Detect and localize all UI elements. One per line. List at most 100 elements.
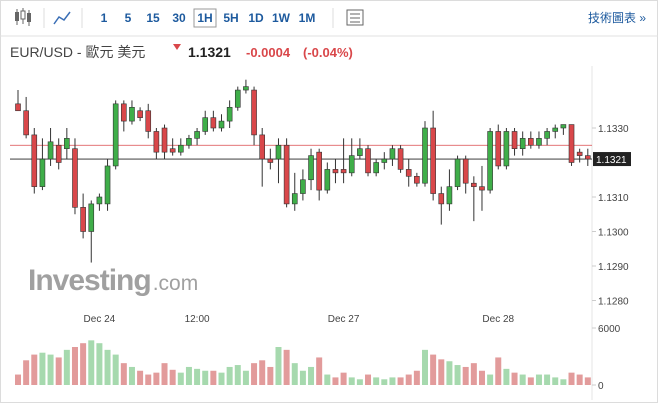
- volume-bar: [177, 372, 184, 385]
- interval-button[interactable]: 5: [125, 11, 132, 25]
- candle-body: [479, 186, 485, 191]
- volume-bar: [365, 374, 372, 385]
- volume-bar: [226, 366, 233, 385]
- candle-body: [121, 103, 127, 122]
- candle-body: [194, 131, 200, 139]
- change: -0.0004: [246, 45, 291, 60]
- candle-body: [308, 155, 314, 181]
- volume-bar: [478, 370, 485, 385]
- interval-button[interactable]: 5H: [223, 11, 238, 25]
- candle-body: [446, 186, 453, 205]
- interval-button[interactable]: 1H: [197, 11, 212, 25]
- indicator-icon[interactable]: [346, 9, 364, 26]
- volume-bar: [397, 377, 404, 385]
- candle-body: [88, 203, 95, 232]
- candle-body: [47, 141, 54, 160]
- volume-bar: [584, 377, 591, 385]
- candle-body: [495, 131, 502, 167]
- y-tick-label: 1.1330: [598, 124, 629, 135]
- volume-bar: [96, 343, 103, 385]
- x-tick-label: Dec 27: [328, 314, 360, 325]
- candle-body: [80, 207, 86, 232]
- volume-bar: [194, 368, 201, 385]
- volume-bar: [519, 374, 526, 385]
- candle-body: [381, 158, 388, 163]
- x-tick-label: Dec 28: [482, 314, 514, 325]
- candle-icon[interactable]: [15, 8, 31, 26]
- x-tick-label: Dec 24: [84, 314, 116, 325]
- candle-body: [405, 169, 412, 177]
- candle-body: [487, 131, 493, 191]
- volume-bar: [560, 379, 567, 385]
- interval-button[interactable]: 1M: [299, 11, 316, 25]
- volume-bar: [544, 374, 551, 385]
- volume-bar: [128, 366, 135, 385]
- volume-bar: [137, 370, 144, 385]
- candle-body: [186, 138, 192, 146]
- volume-tick-label: 6000: [598, 324, 621, 335]
- technical-link[interactable]: 技術圖表 »: [588, 11, 646, 25]
- volume-bar: [495, 357, 502, 385]
- candle-body: [251, 89, 257, 136]
- volume-bar: [251, 363, 258, 385]
- interval-button[interactable]: 1D: [248, 11, 264, 25]
- volume-bar: [161, 363, 168, 385]
- candle-body: [348, 155, 355, 174]
- volume-bar: [23, 360, 30, 385]
- candle-body: [218, 120, 225, 129]
- volume-bar: [487, 374, 494, 385]
- last-price-label: 1.1321: [596, 155, 627, 166]
- candle-body: [55, 144, 62, 163]
- candle-body: [324, 169, 331, 191]
- candle-body: [414, 176, 420, 184]
- active-button[interactable]: [193, 8, 217, 28]
- volume-bar: [324, 374, 331, 385]
- volume-bar: [568, 372, 575, 385]
- candle-body: [161, 127, 168, 153]
- line-icon[interactable]: [53, 11, 71, 25]
- volume-bar: [299, 370, 306, 385]
- candle-body: [438, 193, 445, 205]
- candle-body: [243, 86, 249, 91]
- candle-body: [234, 89, 241, 108]
- candle-body: [552, 127, 559, 132]
- volume-bar: [104, 349, 111, 385]
- volume-bar: [31, 354, 38, 385]
- interval-button[interactable]: 1W: [272, 11, 291, 25]
- candle-body: [462, 158, 469, 184]
- volume-bar: [47, 354, 54, 385]
- candle-body: [23, 110, 29, 136]
- last-price-box: [593, 152, 631, 167]
- volume-bar: [552, 377, 559, 385]
- volume-bar: [71, 347, 78, 385]
- candle-body: [129, 107, 135, 122]
- candle-body: [202, 117, 209, 132]
- volume-bar: [291, 363, 298, 385]
- candle-body: [145, 110, 152, 132]
- candle-body: [64, 138, 70, 150]
- candle-body: [267, 158, 274, 163]
- candle-body: [96, 196, 103, 205]
- volume-bar: [454, 365, 461, 385]
- volume-bar: [242, 370, 249, 385]
- volume-bar: [356, 379, 363, 385]
- interval-button[interactable]: 30: [172, 11, 186, 25]
- down-arrow: [173, 44, 181, 50]
- volume-bar: [340, 372, 347, 385]
- volume-bar: [503, 368, 510, 385]
- candle-body: [536, 138, 542, 146]
- y-tick-label: 1.1300: [598, 228, 629, 239]
- volume-bar: [535, 374, 542, 385]
- interval-button[interactable]: 15: [146, 11, 160, 25]
- change-pct: (-0.04%): [303, 45, 353, 60]
- candle-body: [72, 148, 78, 208]
- volume-bar: [316, 357, 323, 385]
- x-tick-label: 12:00: [185, 314, 210, 325]
- volume-bar: [430, 354, 437, 385]
- candle-body: [275, 144, 282, 160]
- volume-bar: [259, 360, 266, 385]
- candle-body: [397, 148, 404, 170]
- candle-body: [104, 165, 111, 205]
- interval-button[interactable]: 1: [101, 11, 108, 25]
